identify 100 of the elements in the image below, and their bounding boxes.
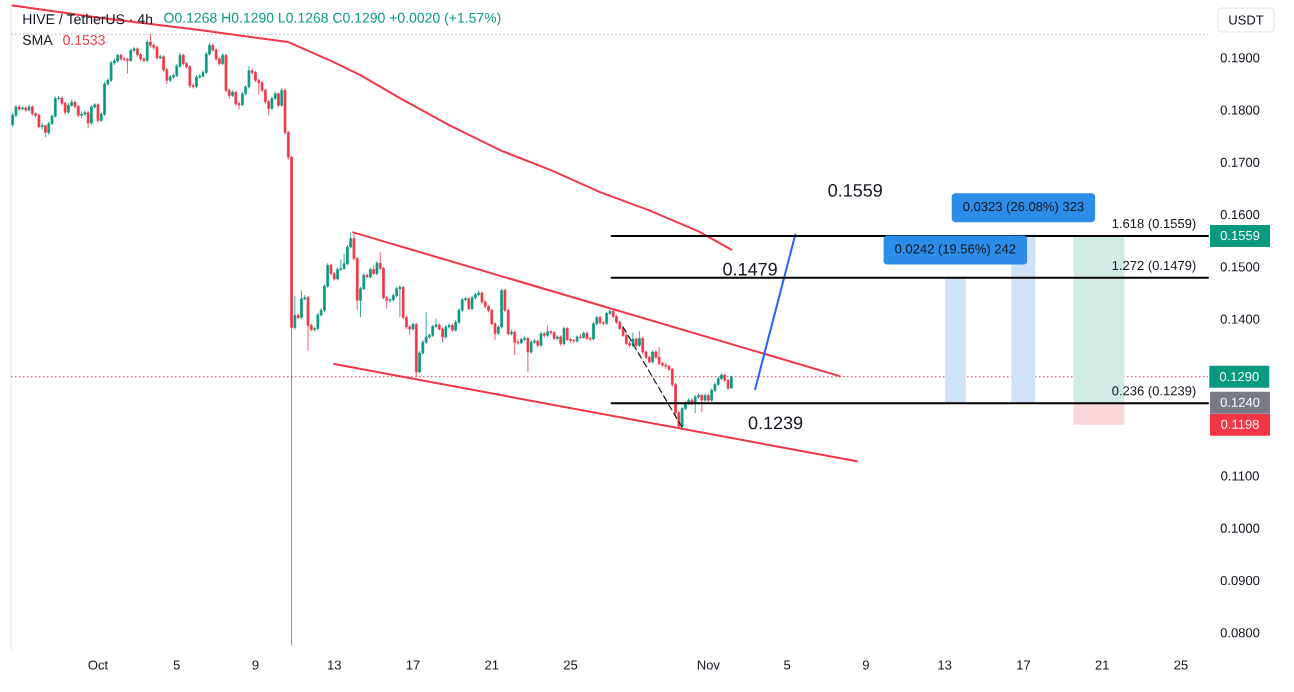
candlestick [195, 74, 198, 89]
y-tick-label: 0.1100 [1221, 471, 1259, 481]
candlestick [467, 296, 471, 311]
candlestick [145, 39, 149, 63]
y-tick-label: 0.0900 [1220, 575, 1260, 586]
annotation: 0.1239 [748, 416, 803, 430]
candlestick [693, 394, 697, 414]
candlestick [398, 284, 402, 318]
candlestick [411, 322, 415, 332]
candlestick [638, 330, 641, 348]
candlestick [375, 260, 379, 276]
y-tick-label: 0.1600 [1220, 209, 1260, 220]
candlestick [31, 104, 34, 117]
text: O0.1268 H0.1290 L0.1268 C0.1290 +0.0020 (+1.57%) [164, 12, 501, 26]
candlestick [441, 327, 444, 343]
candlestick [388, 297, 392, 304]
candlestick [707, 393, 710, 403]
bar [1073, 402, 1125, 425]
candlestick [109, 60, 113, 83]
x-tick-label: 21 [485, 660, 499, 670]
x-tick-label: 21 [1095, 660, 1109, 670]
candlestick [188, 64, 192, 89]
candlestick [651, 350, 654, 364]
candlestick [155, 45, 159, 61]
candlestick [657, 346, 661, 366]
candlestick [519, 337, 523, 345]
candlestick [542, 331, 546, 338]
candlestick [136, 46, 139, 58]
candlestick [539, 331, 543, 348]
candlestick [369, 266, 372, 279]
candlestick [730, 376, 733, 389]
candlestick [27, 104, 31, 113]
candlestick [40, 122, 44, 131]
candlestick [559, 334, 563, 347]
candlestick [579, 333, 582, 340]
candlestick [296, 312, 300, 320]
candlestick [588, 336, 592, 342]
candlestick [510, 329, 513, 336]
candlestick [605, 311, 608, 326]
candlestick [451, 323, 454, 333]
y-tick-label: 0.0800 [1220, 628, 1260, 638]
candlestick [523, 335, 526, 342]
x-tick-label: 25 [563, 660, 578, 670]
candlestick [159, 54, 162, 60]
candlestick [181, 53, 185, 67]
candlestick [67, 102, 70, 115]
candlestick [664, 362, 668, 370]
candlestick [24, 105, 28, 113]
candlestick [431, 323, 435, 338]
candlestick [703, 392, 707, 403]
candlestick [21, 105, 24, 111]
candlestick [575, 334, 579, 344]
x-tick-label: 9 [862, 660, 869, 670]
candlestick [234, 90, 238, 107]
annotation: 1.618 (0.1559) [1112, 218, 1196, 231]
candlestick [270, 96, 274, 111]
y-tick-label: 0.1900 [1220, 53, 1260, 63]
x-tick-label: 25 [1174, 660, 1188, 670]
candlestick [37, 113, 41, 129]
candlestick [585, 331, 589, 341]
x-tick-label: 13 [328, 660, 341, 670]
candlestick [80, 111, 83, 119]
candlestick [293, 295, 297, 330]
y-tick-label: 0.1198 [1221, 419, 1259, 429]
candlestick [444, 324, 448, 339]
annotation: 0.236 (0.1239) [1112, 385, 1196, 399]
candlestick [116, 53, 119, 64]
candlestick [365, 273, 369, 279]
candlestick [634, 337, 638, 348]
annotation: 0.1533 [63, 35, 105, 45]
candlestick [277, 91, 280, 108]
candlestick [552, 330, 556, 341]
x-tick-label: 5 [173, 660, 180, 670]
candlestick [300, 289, 303, 320]
candlestick [231, 89, 234, 98]
candlestick [556, 334, 559, 341]
candlestick [119, 53, 123, 62]
y-tick-label: 0.1400 [1220, 314, 1260, 324]
annotation: 0.1559 [828, 184, 882, 197]
candlestick [17, 104, 21, 112]
candlestick [513, 330, 517, 356]
candlestick [126, 57, 129, 74]
candlestick [214, 47, 218, 62]
series-label: SMA [22, 35, 53, 45]
candlestick [149, 33, 152, 48]
y-axis-title: USDT [1229, 15, 1264, 25]
candlestick [221, 52, 224, 66]
candlestick [546, 325, 549, 338]
x-tick-label: 17 [1017, 660, 1031, 670]
candlestick [602, 320, 605, 326]
y-tick-label: 0.1500 [1220, 262, 1260, 272]
candlestick [526, 336, 530, 373]
candlestick [565, 326, 569, 342]
y-tick-label: 0.1700 [1220, 157, 1260, 167]
candlestick [562, 326, 566, 346]
y-tick-label: 0.1559 [1220, 230, 1260, 241]
annotation: 0.1479 [723, 262, 777, 276]
candlestick [641, 336, 645, 355]
data-label: 0.0242 (19.56%) 242 [895, 243, 1016, 257]
x-tick-label: Nov [697, 660, 720, 670]
